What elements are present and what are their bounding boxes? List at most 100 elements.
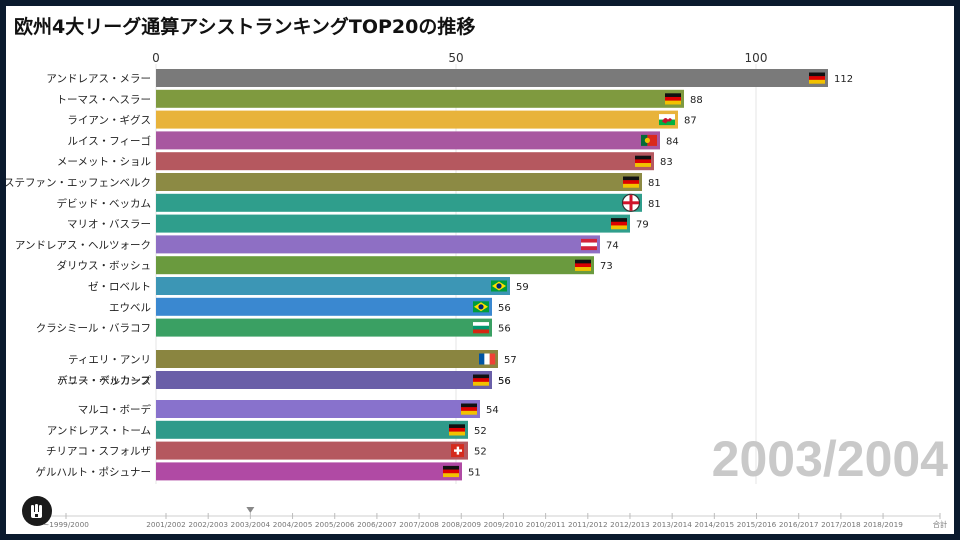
- timeline-label[interactable]: ~1999/2000: [43, 520, 89, 529]
- bar: [156, 173, 642, 191]
- bar-value-label: 59: [516, 282, 529, 293]
- bar-value-label: 52: [474, 447, 487, 458]
- bar-category-label: ステファン・エッフェンベルク: [6, 177, 151, 189]
- flag-icon: [665, 93, 681, 105]
- bar: [156, 89, 684, 108]
- bar-category-label: ダリウス・ボッシュ: [57, 259, 152, 272]
- bar-row: ルイス・フィーゴ 84: [68, 131, 679, 150]
- bar-row: アンドレアス・メラー 112: [46, 69, 853, 87]
- bar: [156, 462, 462, 481]
- bar-value-label: 84: [666, 136, 679, 147]
- x-tick-label: 0: [152, 51, 160, 65]
- bar-chart: 0 50 100 アンドレアス・メラー 112 トーマス・ヘスラー 88 ライアン・ギグス 87…: [6, 51, 948, 529]
- bar-value-label: 81: [648, 178, 661, 189]
- timeline-label[interactable]: 2010/2011: [526, 520, 566, 529]
- timeline-label[interactable]: 2004/2005: [273, 520, 313, 529]
- bar-row: ゲルハルト・ポシュナー 51: [36, 462, 481, 481]
- bar-category-label: マルコ・ボーデ: [78, 403, 152, 416]
- bar: [156, 110, 678, 129]
- bar-value-label: 88: [690, 95, 703, 106]
- bar-category-label: チリアコ・スフォルザ: [46, 446, 151, 458]
- bar-row: ティエリ・アンリ 57: [68, 350, 517, 368]
- timeline-label[interactable]: 2002/2003: [188, 520, 228, 529]
- bar: [156, 420, 468, 439]
- bar-category-label: ハリー・デッカース: [57, 374, 151, 387]
- bar-value-label: 81: [648, 199, 661, 210]
- flag-icon: [449, 424, 465, 436]
- bar-category-label: デニス・ベルカンプ: [57, 374, 151, 387]
- flag-icon: [621, 193, 641, 212]
- bar: [156, 297, 492, 316]
- bar-row: ハリー・デッカース 56: [57, 371, 511, 389]
- bar-category-label: ルイス・フィーゴ: [68, 134, 151, 147]
- timeline-label[interactable]: 2015/2016: [737, 520, 777, 529]
- bar-value-label: 56: [498, 376, 511, 387]
- timeline-label[interactable]: 2018/2019: [863, 520, 903, 529]
- bar-row: エウベル 56: [109, 297, 511, 316]
- bar-value-label: 56: [498, 376, 511, 387]
- bar: [156, 350, 498, 368]
- bar-category-label: メーメット・ショル: [57, 156, 151, 168]
- flag-icon: [443, 465, 459, 478]
- timeline-label[interactable]: 2001/2002: [146, 520, 186, 529]
- bar-row: クラシミール・バラコフ 56: [36, 318, 511, 337]
- flag-icon: [623, 176, 639, 188]
- flag-icon: [809, 72, 825, 84]
- bar-row: アンドレアス・トーム 52: [47, 420, 487, 439]
- bar-value-label: 83: [660, 157, 673, 168]
- bar: [156, 441, 468, 460]
- flag-icon: [473, 374, 489, 386]
- bar-value-label: 73: [600, 261, 613, 272]
- bar-row: ゼ・ロベルト 59: [88, 277, 529, 295]
- bar-category-label: ティエリ・アンリ: [68, 354, 151, 366]
- bar: [156, 318, 492, 337]
- x-tick-label: 50: [448, 51, 463, 65]
- timeline-label[interactable]: 2014/2015: [695, 520, 735, 529]
- timeline-label[interactable]: 2017/2018: [821, 520, 861, 529]
- timeline-label[interactable]: 2005/2006: [315, 520, 355, 529]
- x-tick-label: 100: [745, 51, 768, 65]
- bar: [156, 235, 600, 254]
- timeline-label[interactable]: 2008/2009: [441, 520, 481, 529]
- flag-icon: [581, 238, 597, 251]
- bar: [156, 69, 828, 87]
- flag-icon: [635, 155, 651, 167]
- bar-category-label: アンドレアス・ヘルツォーク: [15, 239, 151, 251]
- bar-value-label: 112: [834, 74, 853, 85]
- hand-icon: [31, 504, 42, 518]
- bar-row: チリアコ・スフォルザ 52: [46, 441, 487, 460]
- bar-category-label: トーマス・ヘスラー: [57, 94, 152, 106]
- bar: [156, 371, 492, 389]
- bar-category-label: アンドレアス・メラー: [46, 73, 151, 85]
- flag-icon: [461, 403, 477, 415]
- bar: [156, 131, 660, 150]
- timeline-label[interactable]: 2006/2007: [357, 520, 397, 529]
- flag-icon: [451, 444, 464, 458]
- page-title: 欧州4大リーグ通算アシストランキングTOP20の推移: [14, 16, 476, 38]
- bar-value-label: 87: [684, 116, 697, 127]
- flag-icon: [641, 134, 657, 146]
- timeline-label[interactable]: 2011/2012: [568, 520, 608, 529]
- flag-icon: [479, 353, 496, 365]
- flag-icon: [575, 259, 591, 271]
- play-button[interactable]: [22, 496, 52, 526]
- timeline-handle[interactable]: [246, 507, 255, 513]
- timeline-label[interactable]: 2007/2008: [399, 520, 439, 529]
- timeline-label[interactable]: 2003/2004: [231, 520, 271, 529]
- bar-row: アンドレアス・ヘルツォーク 74: [15, 235, 619, 254]
- bar-row: ステファン・エッフェンベルク 81: [6, 173, 661, 191]
- bar-category-label: ゼ・ロベルト: [88, 281, 151, 293]
- bar-value-label: 52: [474, 426, 487, 437]
- bar-category-label: クラシミール・バラコフ: [36, 323, 151, 335]
- timeline-label[interactable]: 合計: [933, 520, 948, 529]
- timeline-label[interactable]: 2012/2013: [610, 520, 650, 529]
- timeline-label[interactable]: 2016/2017: [779, 520, 819, 529]
- season-watermark: 2003/2004: [711, 431, 948, 487]
- flag-icon: [491, 280, 507, 292]
- bar-value-label: 79: [636, 220, 649, 231]
- flag-icon: [473, 322, 489, 334]
- bar-category-label: エウベル: [109, 302, 151, 314]
- bar-row: ライアン・ギグス 87: [67, 110, 697, 129]
- timeline-label[interactable]: 2009/2010: [484, 520, 524, 529]
- timeline-label[interactable]: 2013/2014: [652, 520, 692, 529]
